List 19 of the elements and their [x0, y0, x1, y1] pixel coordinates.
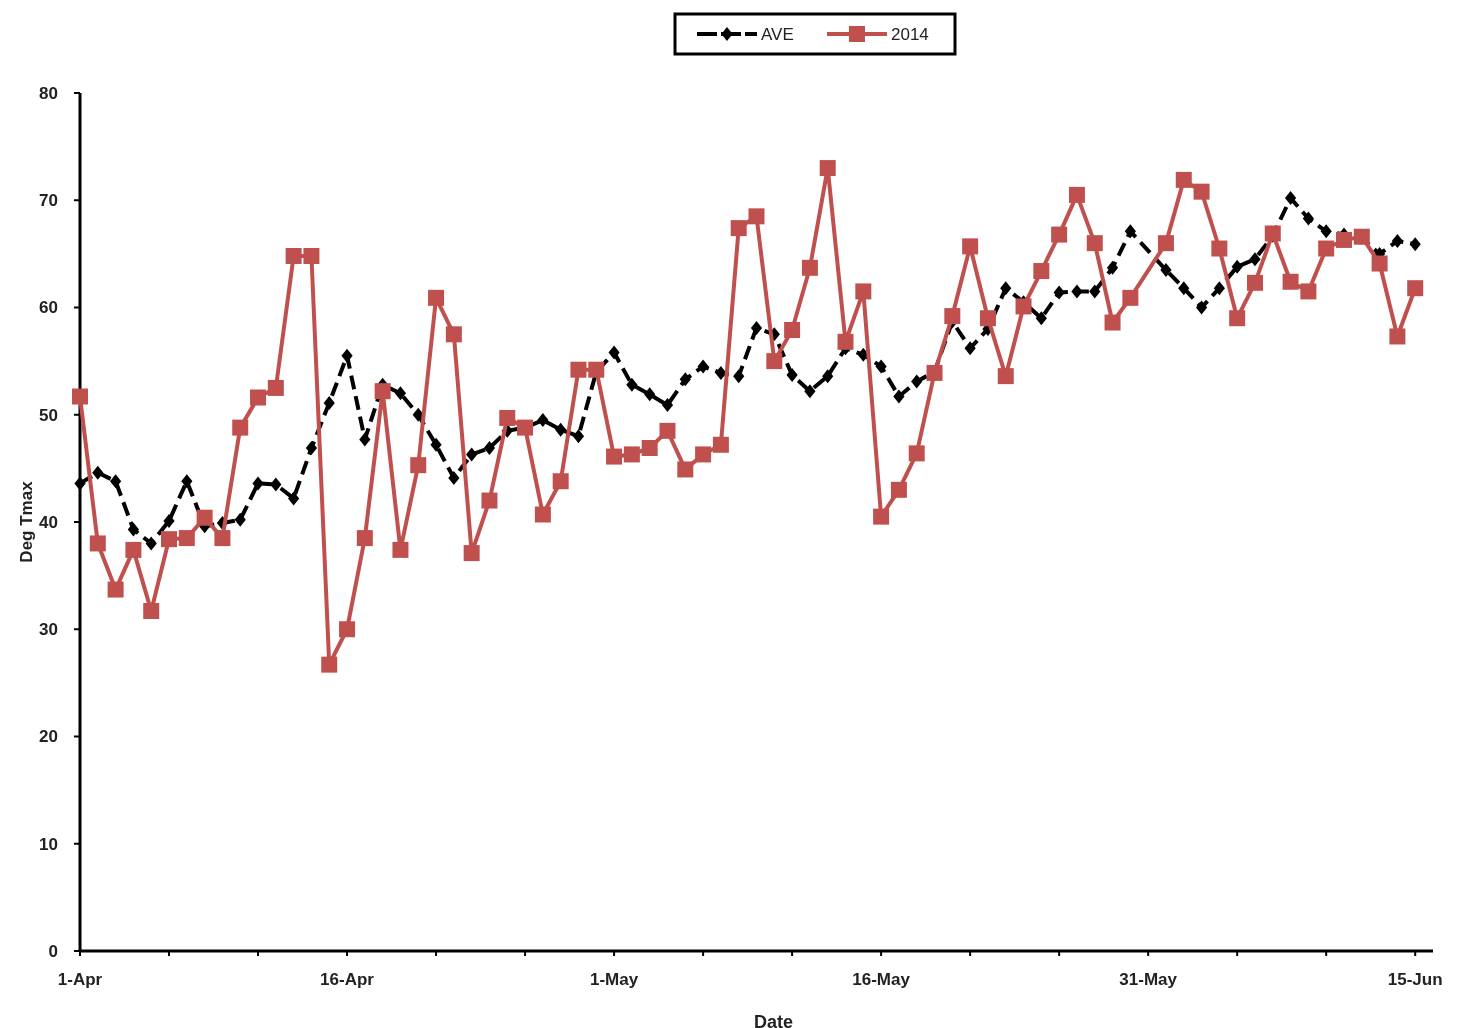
y-tick-label: 40 — [39, 512, 58, 532]
x-tick-label: 15-Jun — [1387, 970, 1443, 989]
x-tick-label: 16-Apr — [320, 970, 375, 989]
x-tick-label: 1-May — [589, 970, 639, 989]
x-axis-title: Date — [753, 1012, 794, 1028]
legend-label: AVE — [761, 24, 794, 44]
legend-label: 2014 — [891, 24, 929, 44]
y-tick-label: 70 — [39, 191, 58, 211]
y-tick-label: 0 — [48, 941, 58, 961]
y-axis-title: Deg Tmax — [17, 480, 36, 563]
y-tick-label: 30 — [39, 620, 58, 640]
y-tick-label: 50 — [39, 405, 58, 425]
y-tick-label: 10 — [39, 834, 58, 854]
y-tick-label: 20 — [39, 727, 58, 747]
x-tick-label: 16-May — [852, 970, 911, 989]
x-tick-label: 1-Apr — [57, 970, 103, 989]
x-tick-label: 31-May — [1119, 970, 1178, 989]
y-tick-label: 60 — [39, 298, 58, 318]
y-tick-label: 80 — [39, 83, 58, 103]
